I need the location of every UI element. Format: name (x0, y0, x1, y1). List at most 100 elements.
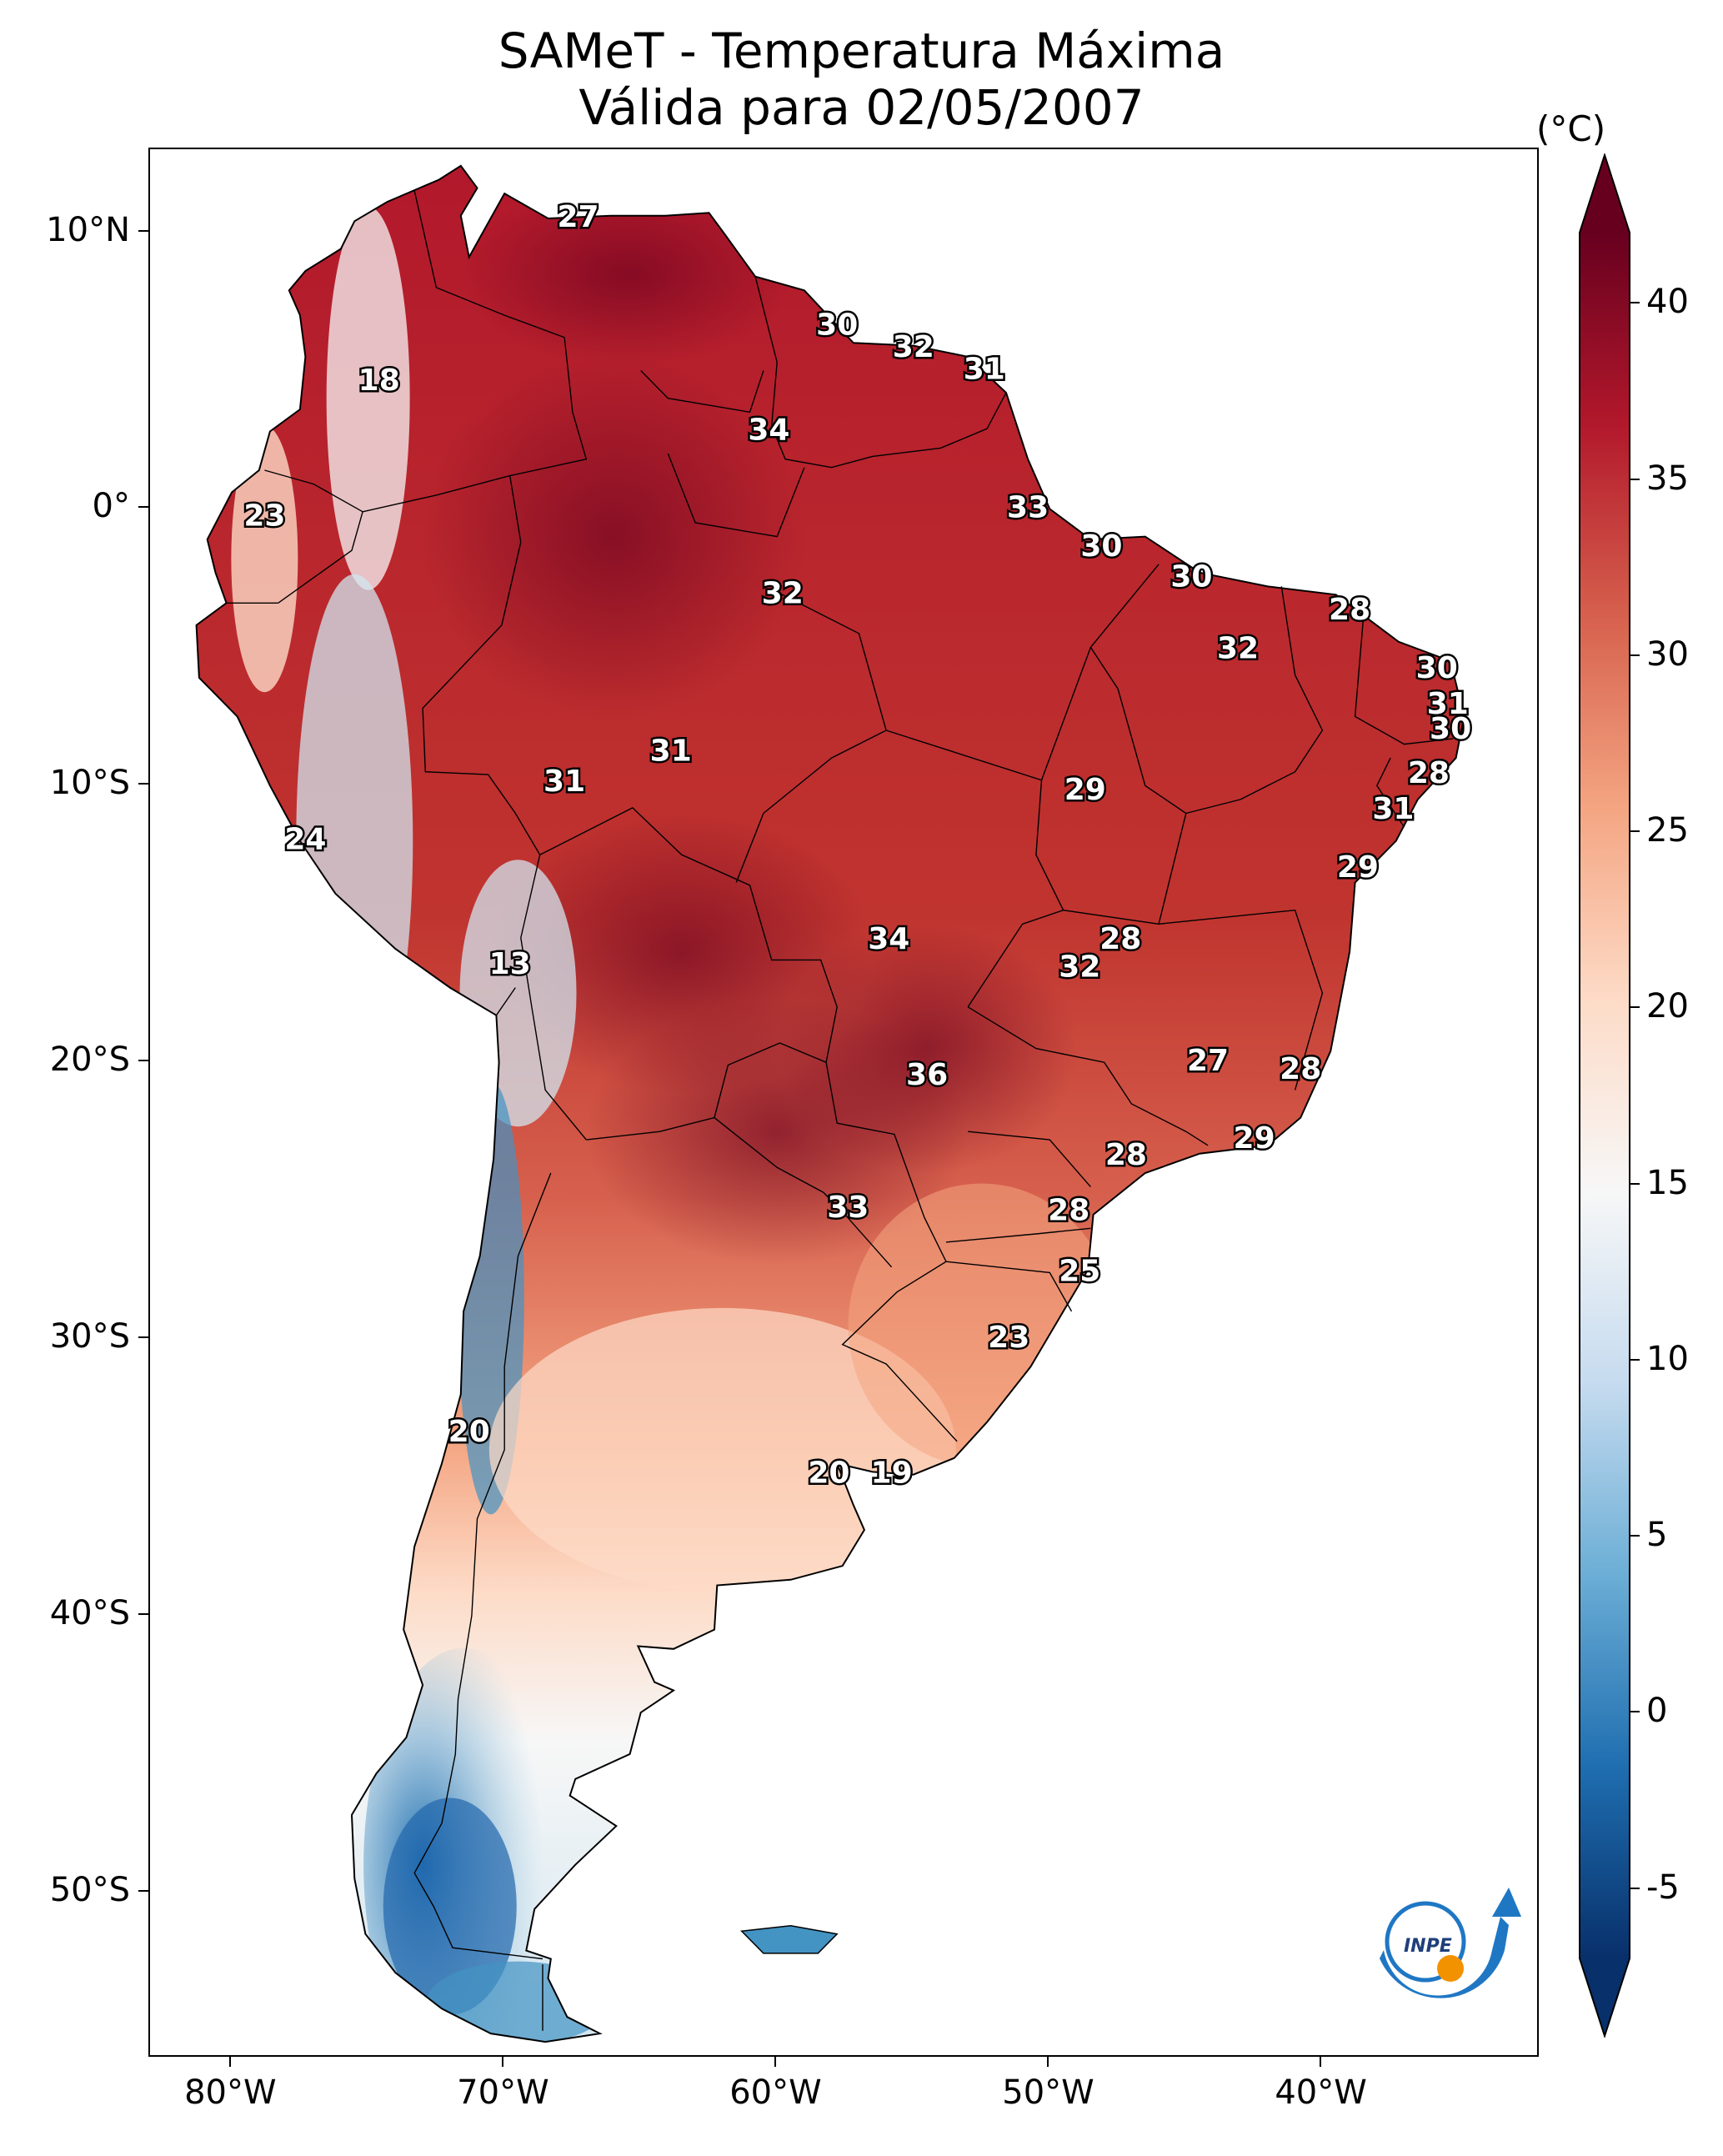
border-line (967, 1006, 1209, 1146)
temperature-label: 34 (868, 922, 909, 956)
colorbar-tick-label: -5 (1646, 1868, 1680, 1907)
temperature-label: 23 (243, 499, 285, 533)
andes-cool-ecuador (231, 425, 298, 693)
temperature-label: 29 (1337, 850, 1379, 885)
colorbar-tick (1630, 1358, 1640, 1361)
border-line (667, 453, 805, 538)
colorbar-tick-label: 0 (1646, 1692, 1668, 1731)
colorbar-tick (1630, 478, 1640, 480)
andes-cool-altiplano (459, 860, 577, 1127)
lat-tick (138, 783, 148, 785)
temperature-label: 28 (1048, 1193, 1089, 1227)
temperature-label: 32 (1059, 950, 1100, 984)
lon-tick-label: 80°W (184, 2073, 277, 2112)
border-line (422, 624, 587, 1141)
border-line (539, 807, 838, 1063)
hot-zone-venezuela (460, 182, 794, 366)
colorbar-tick (1630, 1887, 1640, 1889)
temperature-label: 28 (1105, 1138, 1147, 1172)
colorbar-tick (1630, 1535, 1640, 1537)
temperature-label: 30 (1416, 651, 1458, 685)
map-frame: 27 30 32 31 18 34 33 23 30 30 32 28 32 30 31 30 31 28 31 29… (148, 148, 1539, 2057)
temperature-label: 23 (988, 1321, 1029, 1355)
colorbar-tick-label: 40 (1646, 283, 1689, 322)
temperature-label: 32 (1217, 632, 1259, 666)
border-line (735, 591, 887, 883)
andes-cool-colombia (326, 206, 410, 590)
colorbar-tick-label: 20 (1646, 987, 1689, 1026)
lat-tick (138, 1889, 148, 1892)
colorbar-tick (1630, 830, 1640, 833)
temperature-label: 36 (906, 1058, 948, 1092)
temperature-label: 30 (1430, 712, 1471, 746)
border-line (945, 1227, 1091, 1243)
hot-zone-mato-grosso (777, 923, 1078, 1174)
temperature-label: 18 (358, 364, 400, 398)
temperature-label: 31 (1372, 792, 1414, 826)
temperature-label: 25 (1059, 1254, 1100, 1288)
border-line (362, 474, 510, 513)
colorbar-tick (1630, 1006, 1640, 1009)
border-line (1159, 909, 1324, 1091)
colorbar-tick-label: 25 (1646, 811, 1689, 850)
border-line (495, 987, 516, 1016)
falkland-islands (740, 1924, 839, 1954)
border-line (1354, 619, 1454, 745)
patagonia-cold-core (383, 1798, 517, 2015)
colorbar-outline (1579, 153, 1630, 2038)
lat-tick-label: 10°N (46, 210, 130, 249)
border-line (586, 1042, 827, 1141)
logo-text: INPE (1404, 1936, 1452, 1957)
border-line (413, 190, 588, 625)
temperature-label: 33 (827, 1191, 869, 1225)
lat-tick-label: 40°S (49, 1593, 130, 1632)
temperature-label: 28 (1099, 922, 1141, 956)
temperature-label: 30 (1080, 529, 1122, 564)
temperature-label: 32 (762, 576, 804, 610)
border-line (968, 1131, 1091, 1188)
temperature-label: 27 (557, 200, 599, 234)
colorbar-tick (1630, 302, 1640, 304)
colorbar-min-extend (1580, 1958, 1630, 2036)
lat-tick (138, 229, 148, 232)
map-subtitle: Válida para 02/05/2007 (579, 79, 1144, 136)
temperature-label: 20 (448, 1415, 490, 1449)
border-line (640, 370, 764, 414)
tierra-del-fuego-cold (426, 1961, 610, 2043)
logo-ring (1385, 1901, 1466, 1983)
lat-tick (138, 1060, 148, 1062)
colorbar-tick (1630, 1711, 1640, 1713)
lon-tick-label: 70°W (457, 2073, 549, 2112)
lon-tick (229, 2057, 232, 2067)
border-line (885, 564, 1187, 925)
colorbar-tick (1630, 1182, 1640, 1185)
temperature-label: 20 (808, 1457, 849, 1491)
colorbar-tick-label: 35 (1646, 459, 1689, 498)
lat-tick (138, 506, 148, 509)
lon-tick (1047, 2057, 1049, 2067)
temperature-label: 13 (489, 947, 531, 981)
lat-tick-label: 10°S (49, 764, 130, 803)
temperature-label: 34 (748, 414, 789, 448)
colorbar-tick (1630, 654, 1640, 656)
temperature-label: 33 (1007, 490, 1049, 524)
temperature-label: 19 (871, 1457, 913, 1491)
temperature-label: 29 (1064, 773, 1106, 807)
lon-tick-label: 60°W (729, 2073, 822, 2112)
lat-tick-label: 30°S (49, 1317, 130, 1356)
lon-tick-label: 40°W (1275, 2073, 1367, 2112)
lon-tick-label: 50°W (1002, 2073, 1094, 2112)
border-line (714, 1117, 893, 1268)
border-line (1040, 647, 1092, 780)
lat-tick (138, 1336, 148, 1339)
lat-tick-label: 0° (92, 487, 130, 526)
colorbar-unit: (°C) (1536, 108, 1606, 149)
lon-tick (774, 2057, 777, 2067)
logo-sun-icon (1437, 1955, 1464, 1982)
lat-tick-label: 50°S (49, 1870, 130, 1909)
lat-tick-label: 20°S (49, 1040, 130, 1080)
border-line (1185, 586, 1324, 815)
temperature-label: 30 (816, 308, 858, 342)
